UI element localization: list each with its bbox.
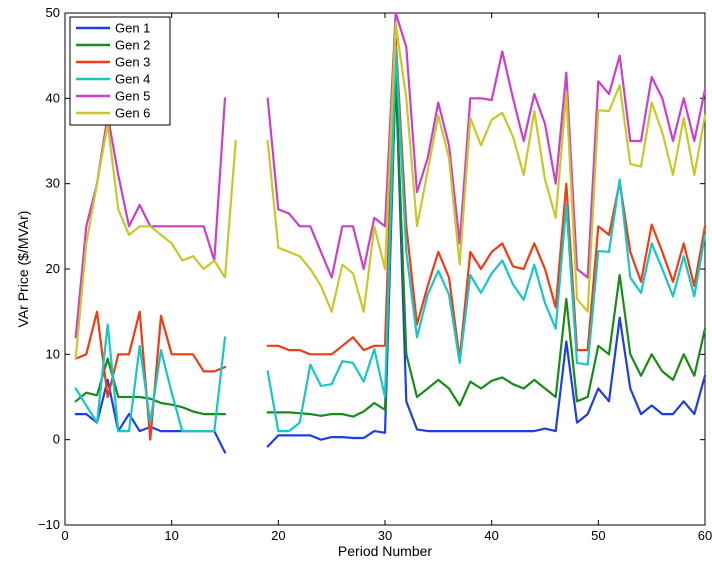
x-tick-label: 40: [484, 528, 498, 543]
y-tick-label: 50: [46, 5, 60, 20]
x-axis-title: Period Number: [338, 543, 432, 559]
legend-label: Gen 1: [115, 21, 150, 36]
y-tick-label: 40: [46, 90, 60, 105]
legend-box: [69, 16, 171, 126]
x-tick-label: 20: [271, 528, 285, 543]
legend-label: Gen 3: [115, 55, 150, 70]
y-tick-label: 0: [53, 432, 60, 447]
y-axis-title: VAr Price ($/MVAr): [15, 211, 31, 328]
series-line-gen-3: [74, 37, 707, 441]
legend-label: Gen 5: [115, 89, 150, 104]
x-tick-label: 10: [164, 528, 178, 543]
x-tick-label: 0: [61, 528, 68, 543]
legend: Gen 1 Gen 2 Gen 3 Gen 4 Gen 5 Gen 6: [69, 16, 171, 126]
series-line-gen-4: [74, 46, 707, 433]
series-layer: [74, 11, 707, 454]
x-tick-label: 60: [698, 528, 712, 543]
legend-label: Gen 2: [115, 38, 150, 53]
legend-label: Gen 6: [115, 106, 150, 121]
x-tick-label: 30: [378, 528, 392, 543]
y-tick-label: −10: [38, 517, 60, 532]
x-tick-label: 50: [591, 528, 605, 543]
y-tick-label: 10: [46, 346, 60, 361]
legend-label: Gen 4: [115, 72, 150, 87]
series-line-gen-6: [74, 22, 707, 360]
y-tick-label: 20: [46, 261, 60, 276]
y-tick-label: 30: [46, 176, 60, 191]
